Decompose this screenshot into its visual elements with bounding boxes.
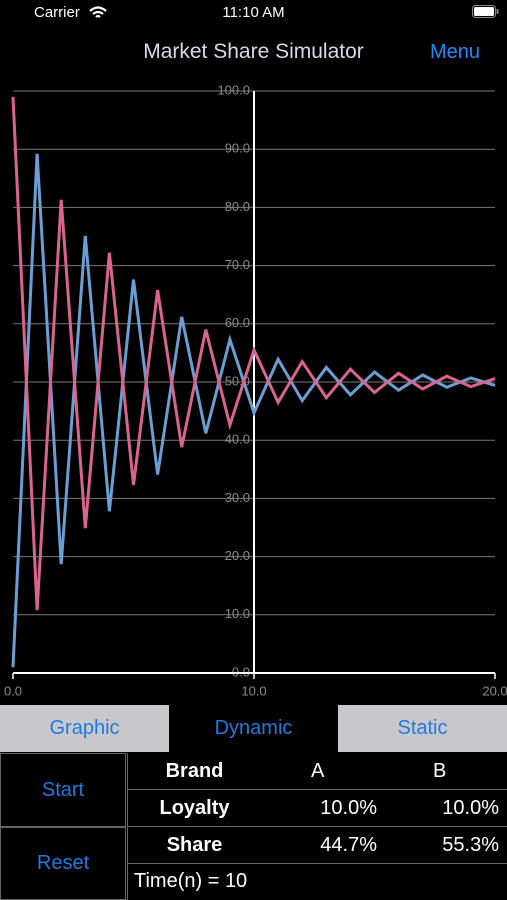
start-button[interactable]: Start [0, 753, 126, 827]
series-line [11, 153, 496, 668]
series-line [11, 96, 496, 611]
table-cell: Loyalty [159, 796, 230, 819]
y-tick-label: 90.0 [225, 141, 250, 156]
clock: 11:10 AM [222, 4, 285, 21]
table-header: Brand [165, 759, 224, 782]
y-tick-label: 10.0 [225, 606, 250, 621]
time-label: Time(n) = 10 [134, 869, 248, 892]
tab-selected[interactable]: Dynamic [169, 705, 338, 752]
x-tick-label: 0.0 [4, 683, 22, 698]
tab[interactable]: Graphic [49, 717, 120, 739]
table-cell: Share [166, 833, 223, 856]
carrier: Carrier [34, 4, 80, 21]
y-tick-label: 30.0 [225, 490, 250, 505]
table-cell: 10.0% [442, 796, 499, 819]
tab[interactable]: Static [397, 717, 448, 739]
table-header: B [433, 759, 447, 782]
y-tick-label: 40.0 [225, 432, 250, 447]
reset-button[interactable]: Reset [0, 827, 126, 900]
table [127, 753, 507, 900]
x-tick-label: 10.0 [241, 683, 266, 698]
wifi-icon [89, 6, 107, 18]
chart: 0.010.020.030.040.050.060.070.080.090.01… [4, 82, 507, 698]
x-tick-label: 20.0 [482, 683, 507, 698]
table-header: A [311, 759, 325, 782]
table-cell: 10.0% [320, 796, 377, 819]
y-tick-label: 70.0 [225, 257, 250, 272]
menu-button[interactable]: Menu [430, 41, 481, 63]
battery-icon [472, 5, 499, 18]
y-tick-label: 60.0 [225, 315, 250, 330]
table-cell: 44.7% [320, 833, 377, 856]
y-tick-label: 80.0 [225, 199, 250, 214]
nav-title: Market Share Simulator [143, 40, 364, 63]
y-tick-label: 0.0 [232, 664, 250, 679]
y-tick-label: 20.0 [225, 548, 250, 563]
table-cell: 55.3% [442, 833, 499, 856]
y-tick-label: 100.0 [217, 82, 250, 97]
